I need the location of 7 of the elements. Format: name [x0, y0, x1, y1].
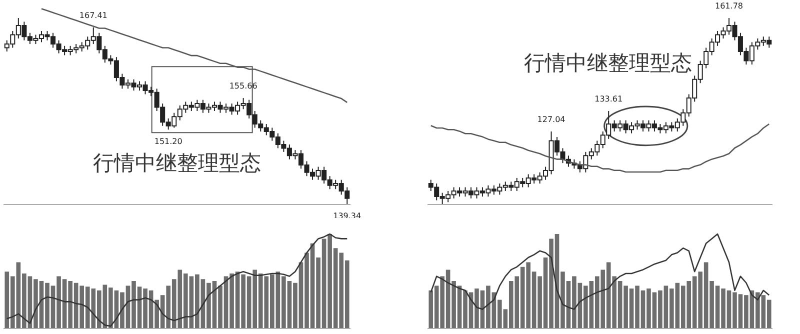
text: 127.04	[537, 114, 566, 124]
text: 161.78	[715, 2, 743, 10]
text: 133.61	[594, 94, 623, 104]
annotation: 行情中继整理型态	[93, 151, 261, 176]
annotation: 行情中继整理型态	[524, 50, 692, 75]
text: 151.20	[154, 137, 182, 146]
text: 167.41	[79, 10, 108, 20]
